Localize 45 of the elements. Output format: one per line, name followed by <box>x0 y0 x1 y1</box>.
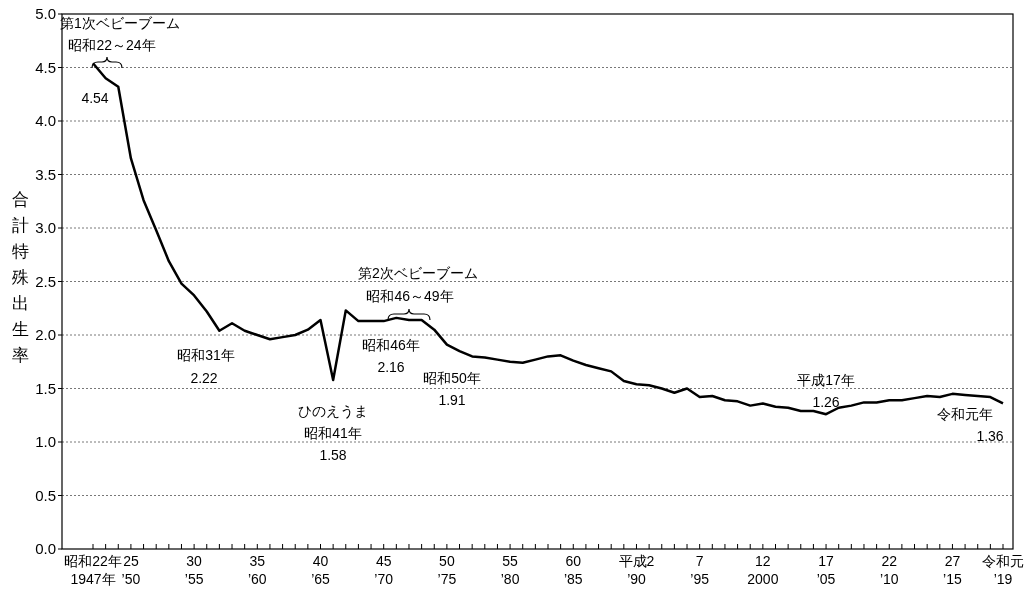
y-tick-label: 5.0 <box>35 5 56 22</box>
annotation: 昭和41年 <box>304 425 362 441</box>
x-tick-label: 令和元 ’19 <box>982 553 1024 587</box>
annotation: 昭和31年 <box>177 347 235 363</box>
annotation: 第2次ベビーブーム <box>358 265 478 281</box>
annotation: 2.22 <box>190 370 218 386</box>
x-tick-label: 30 ’55 <box>184 553 204 587</box>
annotation: 平成17年 <box>797 372 855 388</box>
x-tick-label: 22 ’10 <box>879 553 899 587</box>
y-tick-label: 3.5 <box>35 165 56 183</box>
annotation: 1.58 <box>319 447 347 463</box>
x-tick-label: 40 ’65 <box>311 553 331 587</box>
annotation: 4.54 <box>81 90 109 106</box>
y-tick-label: 0.0 <box>35 540 56 557</box>
x-tick-label: 7 ’95 <box>690 553 710 587</box>
x-tick-label: 25 ’50 <box>121 553 141 587</box>
x-tick-label: 27 ’15 <box>943 553 962 587</box>
y-tick-label: 2.0 <box>35 326 56 343</box>
x-tick-label: 45 ’70 <box>374 553 394 587</box>
x-tick-label: 55 ’80 <box>500 553 520 587</box>
y-tick-label: 1.0 <box>35 433 56 450</box>
annotation: 1.91 <box>438 392 466 408</box>
annotation: ひのえうま <box>298 403 368 419</box>
x-tick-label: 60 ’85 <box>563 553 583 587</box>
annotation: 昭和46年 <box>362 337 420 353</box>
annotation: 1.26 <box>812 394 840 410</box>
y-tick-label: 3.0 <box>35 219 56 236</box>
y-tick-label: 2.5 <box>35 272 56 290</box>
y-tick-label: 4.0 <box>35 112 56 129</box>
annotation: 昭和50年 <box>423 370 481 386</box>
x-tick-label: 昭和22年 1947年 <box>64 553 122 587</box>
x-tick-label: 17 ’05 <box>816 553 836 587</box>
x-tick-label: 12 2000 <box>747 553 779 587</box>
annotation: 1.36 <box>976 428 1004 444</box>
annotation: 令和元年 <box>937 406 993 422</box>
annotation: 昭和22～24年 <box>68 37 156 53</box>
y-axis-title: 合計特殊出生率 <box>11 189 29 365</box>
x-tick-label: 50 ’75 <box>437 553 457 587</box>
x-tick-label: 平成2 ’90 <box>618 553 655 587</box>
y-tick-label: 1.5 <box>35 379 56 397</box>
annotation: 昭和46～49年 <box>366 288 454 304</box>
y-tick-label: 0.5 <box>35 486 56 504</box>
annotation: 2.16 <box>377 359 405 375</box>
y-tick-label: 4.5 <box>35 58 56 76</box>
x-tick-label: 35 ’60 <box>247 553 267 587</box>
